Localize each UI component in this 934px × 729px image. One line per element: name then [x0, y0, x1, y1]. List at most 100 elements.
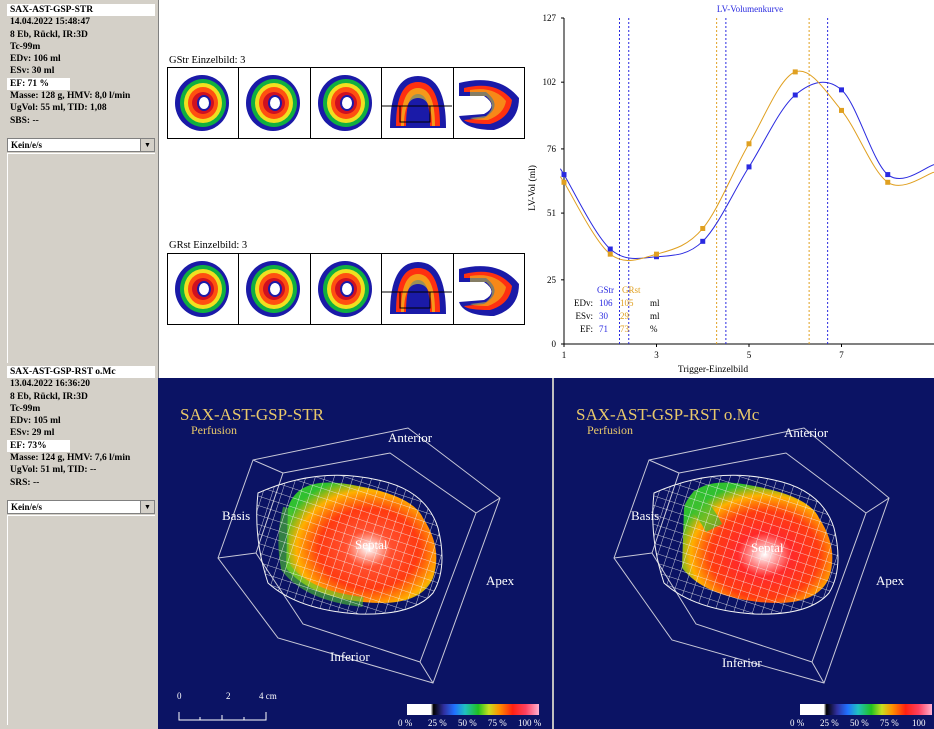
label-apex: Apex [486, 573, 515, 588]
data-point-grst [792, 69, 798, 75]
legend-edv-label: EDv: [574, 298, 593, 308]
rest-maps-strip [167, 253, 525, 325]
legend-edv-unit: ml [650, 298, 660, 308]
study2-title: SAX-AST-GSP-RST o.Mc [7, 366, 155, 379]
legend-esv-gstr: 30 [599, 311, 609, 321]
scale-label-2: 2 [226, 691, 231, 701]
polar-map-image [382, 262, 453, 314]
polar-map-thumbnail[interactable] [454, 254, 524, 324]
chart-title: LV-Volumenkurve [717, 4, 783, 14]
polar-map-thumbnail[interactable] [239, 254, 311, 324]
study2-blank-area [7, 515, 155, 725]
study1-blank-area [7, 153, 155, 363]
data-point-gstr [700, 238, 706, 244]
label-inferior: Inferior [330, 649, 370, 664]
polar-map-image [458, 80, 519, 130]
3d-title-stress: SAX-AST-GSP-STR [180, 405, 324, 424]
polar-map-image [317, 261, 372, 317]
polar-map-image [246, 75, 301, 131]
legend-ef-unit: % [650, 324, 658, 334]
rest-maps-label: GRst Einzelbild: 3 [169, 240, 248, 251]
study1-info: SAX-AST-GSP-STR 14.04.2022 15:48:47 8 Eb… [7, 4, 155, 127]
chart-xlabel: Trigger-Einzelbild [678, 365, 748, 375]
study2-srs: SRS: -- [10, 477, 40, 488]
study2-dropdown[interactable]: Kein/e/s ▼ [7, 500, 155, 514]
colorbar-label-100: 100 % [518, 718, 542, 728]
colorbar-label-100: 100 [912, 718, 926, 728]
study2-date: 13.04.2022 16:36:20 [10, 379, 90, 390]
study2-tracer: Tc-99m [10, 403, 41, 414]
study2-dropdown-value: Kein/e/s [11, 502, 42, 512]
study1-ugvol: UgVol: 55 ml, TID: 1,08 [10, 103, 107, 114]
polar-map-thumbnail[interactable] [168, 254, 240, 324]
scale-bar [178, 712, 267, 721]
3d-heart-render [613, 427, 890, 684]
data-point-gstr [792, 92, 798, 98]
data-point-gstr [885, 172, 891, 178]
y-tick-label: 51 [547, 208, 556, 218]
colorbar-label-25: 25 % [428, 718, 447, 728]
data-point-grst [700, 225, 706, 231]
label-basis: Basis [222, 508, 251, 523]
polar-map-thumbnail[interactable] [382, 254, 454, 324]
study2-edv: EDv: 105 ml [10, 416, 61, 427]
stress-maps-strip [167, 67, 525, 139]
chart-ylabel: LV-Vol (ml) [527, 165, 538, 211]
legend-edv-grst: 105 [620, 298, 634, 308]
polar-map-thumbnail[interactable] [311, 68, 383, 138]
3d-title-rest: SAX-AST-GSP-RST o.Mc [576, 405, 760, 424]
data-point-gstr [607, 246, 613, 252]
polar-map-thumbnail[interactable] [311, 254, 383, 324]
colorbar-label-50: 50 % [850, 718, 869, 728]
data-point-grst [746, 141, 752, 147]
chevron-down-icon[interactable]: ▼ [140, 501, 154, 513]
x-tick-label: 3 [654, 350, 659, 360]
data-point-grst [607, 251, 613, 257]
x-tick-label: 1 [562, 350, 567, 360]
study2-mass: Masse: 124 g, HMV: 7,6 l/min [10, 453, 131, 464]
polar-map-thumbnail[interactable] [239, 68, 311, 138]
colorbar-label-0: 0 % [398, 718, 413, 728]
stress-maps-label: GStr Einzelbild: 3 [169, 55, 246, 66]
legend-edv-gstr: 106 [599, 298, 613, 308]
study1-dropdown-value: Kein/e/s [11, 140, 42, 150]
colorbar-label-25: 25 % [820, 718, 839, 728]
y-tick-label: 127 [543, 13, 557, 23]
legend-esv-grst: 29 [620, 311, 630, 321]
study1-mode: 8 Eb, Rückl, IR:3D [10, 29, 88, 40]
data-point-grst [839, 107, 844, 113]
data-point-gstr [746, 164, 752, 170]
legend-ef-label: EF: [580, 324, 593, 334]
polar-map-thumbnail[interactable] [382, 68, 454, 138]
study2-esv: ESv: 29 ml [10, 428, 55, 439]
legend-esv-label: ESv: [575, 311, 593, 321]
chart-legend: GStr GRst EDv: 106 105 ml ESv: 30 29 ml … [574, 285, 660, 334]
polar-map-thumbnail[interactable] [168, 68, 240, 138]
legend-ef-gstr: 71 [599, 324, 608, 334]
3d-view-stress[interactable]: SAX-AST-GSP-STR Perfusion Anterior Basis… [158, 378, 552, 729]
label-anterior: Anterior [784, 425, 829, 440]
polar-map-image [317, 75, 372, 131]
polar-map-image [175, 261, 229, 317]
left-info-panel: SAX-AST-GSP-STR 14.04.2022 15:48:47 8 Eb… [0, 0, 159, 729]
study1-esv: ESv: 30 ml [10, 66, 55, 77]
study1-tracer: Tc-99m [10, 41, 41, 52]
study2-info: SAX-AST-GSP-RST o.Mc 13.04.2022 16:36:20… [7, 366, 155, 489]
3d-subtitle-stress: Perfusion [191, 423, 237, 437]
panel-divider [552, 378, 554, 729]
polar-map-image [246, 261, 301, 317]
colorbar-label-75: 75 % [488, 718, 507, 728]
legend-esv-unit: ml [650, 311, 660, 321]
label-septal: Septal [751, 540, 784, 555]
colorbar-label-50: 50 % [458, 718, 477, 728]
label-septal: Septal [355, 537, 388, 552]
label-apex: Apex [876, 573, 905, 588]
study1-dropdown[interactable]: Kein/e/s ▼ [7, 138, 155, 152]
polar-map-thumbnail[interactable] [454, 68, 524, 138]
data-point-gstr [839, 87, 844, 93]
3d-view-rest[interactable]: SAX-AST-GSP-RST o.Mc Perfusion Anterior … [554, 378, 934, 729]
chevron-down-icon[interactable]: ▼ [140, 139, 154, 151]
data-point-grst [561, 179, 567, 185]
label-anterior: Anterior [388, 430, 433, 445]
study2-mode: 8 Eb, Rückl, IR:3D [10, 391, 88, 402]
